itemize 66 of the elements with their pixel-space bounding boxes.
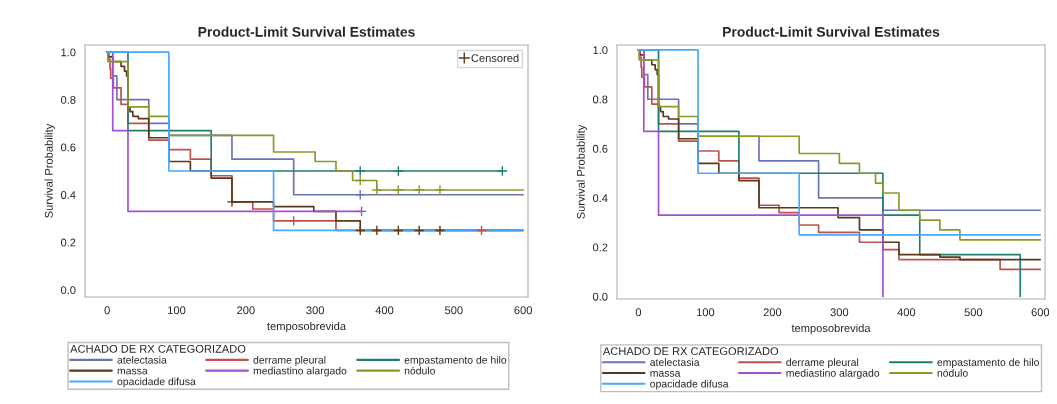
x-tick-label: 0 xyxy=(635,308,642,317)
x-tick-label: 500 xyxy=(445,306,463,315)
point xyxy=(476,225,487,236)
chart-title: Product-Limit Survival Estimates xyxy=(723,26,940,37)
y-tick-label: 0.0 xyxy=(592,292,608,301)
x-tick-label: 100 xyxy=(696,308,715,317)
y-tick-label: 0.6 xyxy=(60,143,76,152)
legend-label: massa xyxy=(650,371,681,377)
point xyxy=(354,189,366,201)
y-axis-title: Survival Probability xyxy=(44,123,55,218)
legend-label: derrame pleural xyxy=(786,358,859,369)
legend-label: empastamento de hilo xyxy=(404,356,507,366)
point xyxy=(371,225,383,236)
y-tick-label: 0.4 xyxy=(592,194,608,203)
y-tick-label: 0.4 xyxy=(60,191,76,199)
point xyxy=(371,184,383,196)
legend-label: mediastino alargado xyxy=(253,366,347,377)
x-tick-label: 200 xyxy=(237,306,255,315)
x-tick-label: 500 xyxy=(964,308,983,317)
y-tick-label: 1.0 xyxy=(593,46,608,55)
point xyxy=(393,184,404,196)
y-tick-label: 0.8 xyxy=(60,95,76,104)
point xyxy=(434,184,446,196)
point xyxy=(413,225,425,236)
legend-label: opacidade difusa xyxy=(117,377,196,388)
y-tick-label: 0.2 xyxy=(60,238,76,247)
point xyxy=(413,184,425,196)
x-tick-label: 300 xyxy=(306,306,324,315)
x-tick-label: 300 xyxy=(830,308,849,317)
x-tick-label: 0 xyxy=(104,306,110,315)
y-axis-title: Survival Probability xyxy=(576,124,587,219)
legend-title: ACHADO DE RX CATEGORIZADO xyxy=(70,344,246,353)
x-axis-title: temposobrevida xyxy=(791,323,871,335)
point xyxy=(354,225,366,236)
y-tick-label: 0.0 xyxy=(60,286,76,294)
legend-label: atelectasia xyxy=(117,356,167,364)
legend-label: massa xyxy=(117,368,148,375)
chart-title: Product-Limit Survival Estimates xyxy=(198,26,415,37)
y-tick-label: 0.6 xyxy=(592,144,608,153)
point xyxy=(434,225,446,236)
legend-label: derrame pleural xyxy=(253,356,326,366)
y-tick-label: 1.0 xyxy=(61,48,76,57)
point xyxy=(354,175,366,186)
x-tick-label: 600 xyxy=(1031,308,1050,317)
y-tick-label: 0.2 xyxy=(592,243,608,252)
legend-label: nódulo xyxy=(937,368,968,377)
point xyxy=(496,165,508,177)
legend-label: atelectasia xyxy=(650,358,700,366)
legend-label: opacidade difusa xyxy=(650,379,729,390)
y-tick-label: 0.8 xyxy=(592,95,608,104)
point xyxy=(226,196,238,208)
legend-label: Censored xyxy=(471,53,519,63)
legend-label: mediastino alargado xyxy=(786,369,880,379)
legend-label: nódulo xyxy=(404,366,436,375)
x-tick-label: 400 xyxy=(375,306,394,315)
x-tick-label: 600 xyxy=(514,306,532,315)
point xyxy=(354,165,366,177)
point xyxy=(393,225,404,236)
x-axis-title: temposobrevida xyxy=(267,321,347,333)
point xyxy=(393,165,404,177)
legend-label: empastamento de hilo xyxy=(937,358,1039,369)
x-tick-label: 400 xyxy=(897,308,916,317)
point xyxy=(356,206,367,217)
x-tick-label: 200 xyxy=(763,308,782,317)
x-tick-label: 100 xyxy=(168,306,186,315)
legend-title: ACHADO DE RX CATEGORIZADO xyxy=(602,347,779,356)
